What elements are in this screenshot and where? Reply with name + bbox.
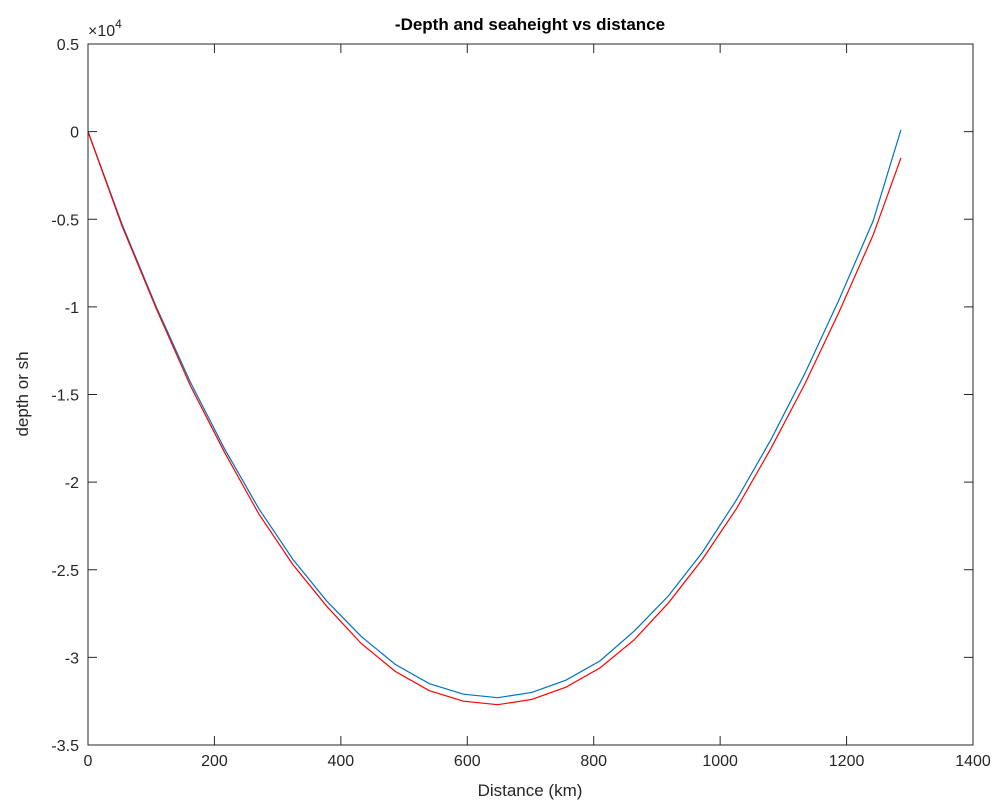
y-tick-label: 0.5 (57, 37, 79, 54)
y-tick-label: -1.5 (51, 388, 79, 405)
y-tick-label: -3.5 (51, 738, 79, 755)
x-tick-label: 1000 (702, 753, 738, 770)
y-multiplier-base: ×10 (88, 23, 115, 40)
y-tick-label: -2.5 (51, 563, 79, 580)
x-tick-label: 0 (84, 753, 93, 770)
ticks-layer: 0 200 400 600 800 1000 1200 1400 0.5 0 -0.5 -1 -1.5 -… (51, 37, 990, 770)
y-tick-label: -1 (65, 300, 79, 317)
chart-title: -Depth and seaheight vs distance (395, 15, 665, 34)
x-tick-label: 1400 (955, 753, 991, 770)
y-multiplier-exponent: 4 (115, 17, 122, 31)
x-tick-label: 200 (201, 753, 228, 770)
series-layer (87, 129, 902, 706)
y-tick-label: -3 (65, 650, 79, 667)
x-tick-label: 400 (328, 753, 355, 770)
x-tick-label: 800 (580, 753, 607, 770)
plot-background (88, 44, 973, 745)
x-axis-label: Distance (km) (478, 781, 583, 800)
y-tick-label: -2 (65, 475, 79, 492)
y-tick-label: -0.5 (51, 212, 79, 229)
x-tick-label: 600 (454, 753, 481, 770)
y-multiplier: ×104 (88, 17, 122, 40)
y-axis-label: depth or sh (13, 351, 32, 436)
x-tick-label: 1200 (829, 753, 865, 770)
y-tick-label: 0 (70, 125, 79, 142)
